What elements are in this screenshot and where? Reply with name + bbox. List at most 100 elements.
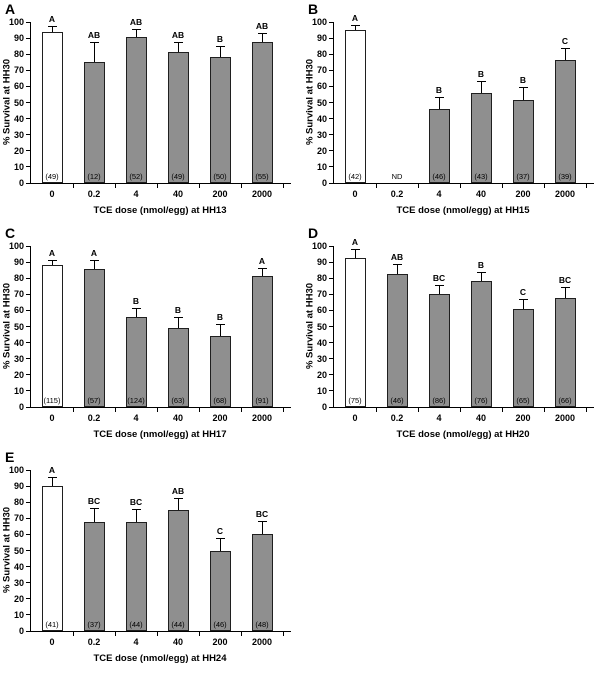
y-tick <box>26 582 31 584</box>
y-tick-label: 80 <box>13 273 24 284</box>
x-tick-label: 200 <box>212 413 228 423</box>
x-axis-label: TCE dose (nmol/egg) at HH13 <box>93 205 227 216</box>
y-tick <box>329 293 334 295</box>
y-tick <box>26 342 31 344</box>
error-bar <box>93 260 95 269</box>
bar <box>125 316 147 407</box>
sig-letter: A <box>48 465 56 476</box>
y-tick-label: 90 <box>316 33 327 44</box>
plot-area: 0 10 20 30 40 50 60 70 80 90 100 0 A (115) 0.2 A (57) 4 B (… <box>9 241 291 423</box>
y-tick-label: 40 <box>316 337 327 348</box>
n-label: (37) <box>87 620 101 629</box>
error-bar <box>354 26 356 31</box>
y-tick <box>26 37 31 39</box>
y-tick-label: 0 <box>18 402 24 412</box>
y-tick-label: 100 <box>8 17 24 27</box>
y-tick-label: 90 <box>13 257 24 268</box>
y-tick <box>26 614 31 616</box>
bar <box>209 336 231 407</box>
x-tick <box>585 183 587 188</box>
y-tick-label: 60 <box>316 305 327 316</box>
x-tick-label: 40 <box>172 637 183 647</box>
bar <box>41 265 63 407</box>
n-label: (76) <box>474 396 488 405</box>
x-tick-label: 0 <box>49 413 55 423</box>
y-tick <box>26 390 31 392</box>
x-tick <box>114 183 116 188</box>
sig-letter: AB <box>171 29 185 40</box>
sig-letter: BC <box>432 273 446 284</box>
x-tick-label: 0.2 <box>87 637 101 647</box>
y-tick-label: 70 <box>13 289 24 300</box>
y-tick <box>26 406 31 408</box>
error-bar-cap <box>257 520 267 522</box>
y-tick-label: 30 <box>13 577 24 588</box>
y-tick-label: 70 <box>13 65 24 76</box>
sig-letter: B <box>435 84 443 95</box>
y-tick <box>329 118 334 120</box>
n-label: (48) <box>255 620 269 629</box>
y-tick-label: 50 <box>13 321 24 332</box>
bar <box>386 274 408 407</box>
bar <box>470 281 492 407</box>
sig-letter: B <box>477 260 485 271</box>
y-tick-label: 70 <box>13 513 24 524</box>
bar <box>554 59 576 183</box>
error-bar <box>177 498 179 511</box>
y-tick-label: 20 <box>316 369 327 380</box>
x-tick-label: 200 <box>515 189 531 199</box>
error-bar-cap <box>47 25 57 27</box>
y-tick <box>26 598 31 600</box>
error-bar <box>219 539 221 551</box>
sig-letter: C <box>216 526 224 537</box>
y-tick <box>329 69 334 71</box>
bar <box>83 268 105 407</box>
y-tick-label: 60 <box>13 305 24 316</box>
error-bar <box>135 308 137 317</box>
x-tick <box>282 183 284 188</box>
error-bar-cap <box>131 307 141 309</box>
x-tick <box>114 407 116 412</box>
error-bar <box>354 250 356 259</box>
x-tick-label: 2000 <box>554 413 576 423</box>
error-bar-cap <box>173 497 183 499</box>
bar <box>125 37 147 183</box>
y-tick-label: 90 <box>13 481 24 492</box>
bar <box>251 275 273 407</box>
error-bar <box>480 273 482 282</box>
x-axis-label: TCE dose (nmol/egg) at HH24 <box>93 653 227 664</box>
y-tick-label: 60 <box>316 81 327 92</box>
y-tick <box>329 358 334 360</box>
y-tick <box>26 326 31 327</box>
bar <box>41 31 63 183</box>
y-tick <box>26 358 31 360</box>
error-bar-cap <box>476 80 486 82</box>
x-tick <box>501 407 503 412</box>
y-tick-label: 70 <box>316 65 327 76</box>
panel-letter: B <box>308 1 319 17</box>
y-tick <box>26 533 31 535</box>
x-tick <box>282 407 284 412</box>
sig-letter: B <box>519 75 527 86</box>
error-bar-cap <box>518 87 528 89</box>
error-bar <box>177 318 179 329</box>
panel-D: D % Survival at HH30 0 10 20 30 40 50 60 70 80 90… <box>303 224 606 448</box>
n-label: (55) <box>255 172 269 181</box>
error-bar <box>261 34 263 43</box>
bar <box>470 92 492 183</box>
x-tick <box>114 631 116 636</box>
n-label: (49) <box>171 172 185 181</box>
n-label: (37) <box>516 172 530 181</box>
sig-letter: AB <box>129 17 143 28</box>
y-tick <box>26 374 31 376</box>
x-axis-label: TCE dose (nmol/egg) at HH17 <box>93 429 227 440</box>
n-label: (86) <box>432 396 446 405</box>
x-tick-label: 0.2 <box>390 189 404 199</box>
bar <box>167 510 189 631</box>
y-tick <box>329 374 334 376</box>
plot-area: 0 10 20 30 40 50 60 70 80 90 100 0 A (41) 0.2 BC (37) 4 BC… <box>9 465 291 647</box>
x-tick-label: 0.2 <box>87 189 101 199</box>
panel-E: E % Survival at HH30 0 10 20 30 40 50 60 70 80 90… <box>0 448 303 673</box>
error-bar-cap <box>173 317 183 319</box>
panel-C: C % Survival at HH30 0 10 20 30 40 50 60 70 80 90… <box>0 224 303 448</box>
